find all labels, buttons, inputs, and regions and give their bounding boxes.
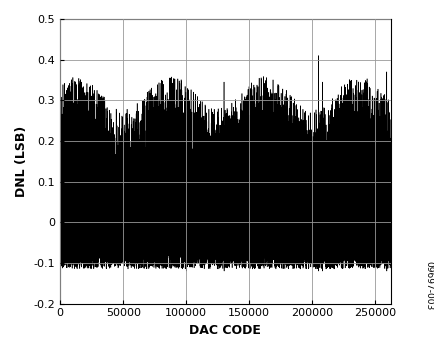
Y-axis label: DNL (LSB): DNL (LSB) (15, 126, 28, 197)
Text: 09697-003: 09697-003 (423, 260, 432, 310)
X-axis label: DAC CODE: DAC CODE (189, 324, 261, 337)
